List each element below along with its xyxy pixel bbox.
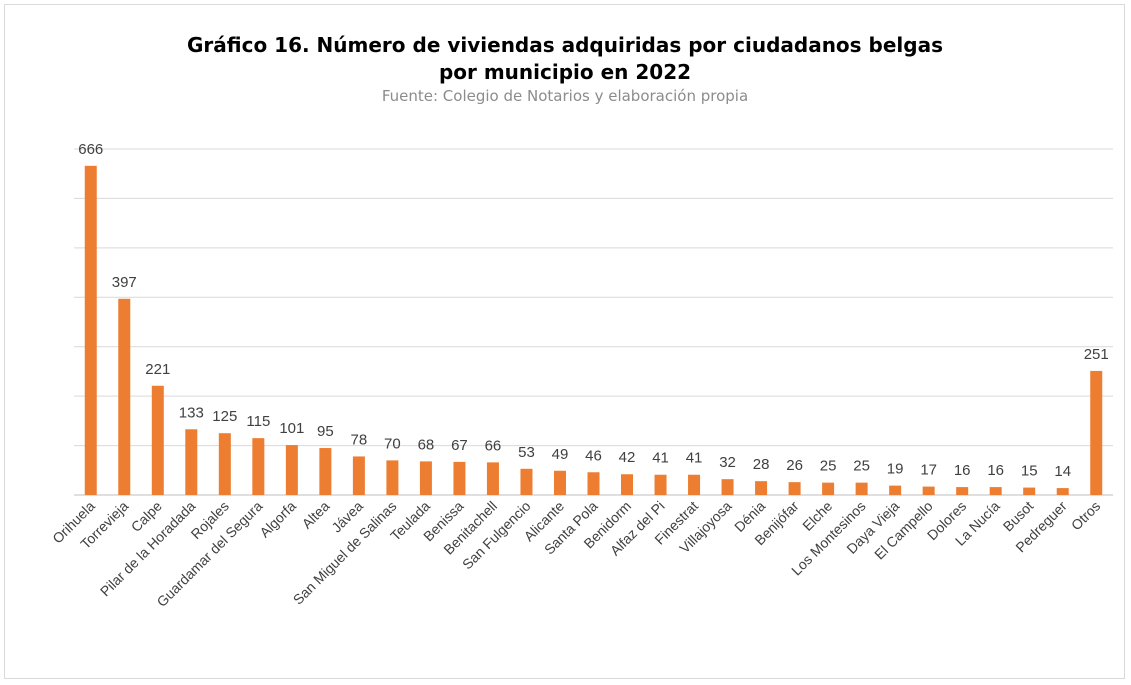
bar xyxy=(453,461,466,495)
bar xyxy=(788,482,801,495)
bar xyxy=(319,448,332,495)
bar xyxy=(956,487,969,495)
data-label: 46 xyxy=(585,447,602,464)
data-label: 19 xyxy=(887,461,904,478)
bar xyxy=(1090,370,1103,495)
bar xyxy=(989,487,1002,495)
data-label: 15 xyxy=(1021,463,1038,480)
data-label: 25 xyxy=(853,458,870,475)
x-tick-label: Otros xyxy=(1068,498,1104,534)
data-label: 78 xyxy=(351,431,368,448)
bar xyxy=(84,165,97,495)
data-label: 17 xyxy=(920,462,937,479)
bar xyxy=(386,460,399,495)
data-label: 26 xyxy=(786,457,803,474)
data-label: 125 xyxy=(212,408,237,425)
data-label: 70 xyxy=(384,435,401,452)
bar xyxy=(486,462,499,495)
data-label: 397 xyxy=(112,274,137,291)
bar xyxy=(520,468,533,495)
data-label: 68 xyxy=(418,436,435,453)
bar xyxy=(587,472,600,495)
data-label: 14 xyxy=(1054,463,1071,480)
bar xyxy=(688,474,701,495)
data-label: 101 xyxy=(279,420,304,437)
bar xyxy=(721,479,734,495)
data-label: 32 xyxy=(719,454,736,471)
bar xyxy=(151,385,164,495)
data-label: 28 xyxy=(753,456,770,473)
bar xyxy=(1056,488,1069,495)
data-label: 115 xyxy=(246,413,270,430)
data-label: 221 xyxy=(145,361,170,378)
bar xyxy=(755,481,768,495)
chart-title: Gráfico 16. Número de viviendas adquirid… xyxy=(187,33,943,84)
data-label: 16 xyxy=(987,462,1004,479)
data-label: 25 xyxy=(820,458,837,475)
bar xyxy=(1023,487,1036,495)
data-label: 95 xyxy=(317,423,334,440)
bar xyxy=(889,485,902,495)
bar xyxy=(922,486,935,495)
data-label: 41 xyxy=(686,450,703,467)
bar xyxy=(654,474,667,495)
data-label: 67 xyxy=(451,437,468,454)
data-label: 42 xyxy=(619,449,636,466)
data-label: 16 xyxy=(954,462,971,479)
chart-subtitle: Fuente: Colegio de Notarios y elaboració… xyxy=(381,87,749,105)
bar xyxy=(185,429,198,495)
bar xyxy=(118,298,131,495)
x-tick-label: Altea xyxy=(299,498,333,532)
data-label: 251 xyxy=(1084,346,1109,363)
data-label: 49 xyxy=(552,446,569,463)
bar xyxy=(822,482,835,495)
bar xyxy=(252,438,265,495)
chart-frame xyxy=(4,4,1125,679)
data-label: 53 xyxy=(518,444,535,461)
x-tick-label: Algorfa xyxy=(256,498,299,541)
data-label: 666 xyxy=(78,141,103,158)
bar xyxy=(352,456,365,495)
bar xyxy=(553,470,566,495)
bar xyxy=(285,445,298,495)
bar xyxy=(419,461,432,495)
bar xyxy=(218,433,231,495)
data-label: 41 xyxy=(652,450,669,467)
bar xyxy=(855,482,868,495)
bar xyxy=(621,474,634,495)
data-label: 133 xyxy=(179,404,204,421)
data-label: 66 xyxy=(485,437,502,454)
